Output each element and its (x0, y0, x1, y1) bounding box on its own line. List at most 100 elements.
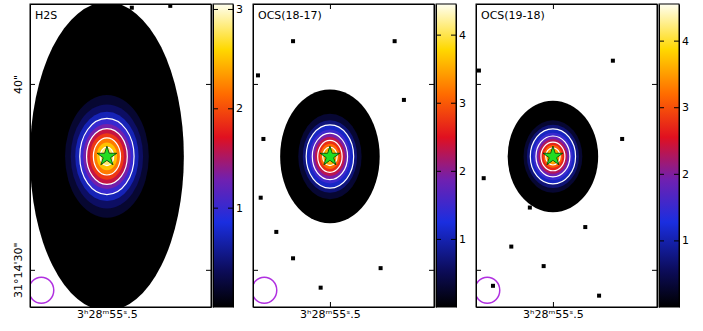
x-axis-top-tick-mark (107, 4, 108, 9)
colorbar-scale (213, 4, 233, 307)
title-background (256, 8, 324, 23)
x-axis-top-tick (553, 4, 554, 9)
noise-pixel (597, 294, 601, 298)
y-axis-tick-mark (30, 270, 35, 271)
panel-title-group: H2S (33, 8, 59, 23)
colorbar-axis-left-tick-mark (213, 208, 218, 209)
y-axis-right-line (211, 5, 212, 308)
noise-pixel (477, 69, 481, 73)
emission-level (280, 90, 380, 224)
y-axis-tick-mark (30, 84, 35, 85)
colorbar-axis-left-tick (436, 171, 441, 172)
colorbar-axis-tick-mark (228, 9, 233, 10)
colorbar-axis-line (679, 5, 680, 308)
emission-level (318, 140, 342, 172)
y-axis-right-tick (429, 270, 434, 271)
map-background (253, 4, 434, 307)
contour (306, 125, 354, 188)
beam (476, 277, 500, 303)
colorbar-axis-left-tick-mark (659, 107, 664, 108)
y-axis-tick (253, 270, 258, 271)
noise-pixel (348, 210, 352, 214)
y-axis-right-tick-mark (652, 84, 657, 85)
x-axis-top-line (254, 4, 435, 5)
colorbar-axis-left (213, 5, 218, 308)
contour (80, 118, 134, 194)
panel-title: OCS(19-18) (481, 9, 545, 22)
noise-pixel (256, 73, 260, 77)
colorbar-axis-tick-mark (451, 35, 456, 36)
y-axis-tick: 31°14'30" (12, 243, 35, 299)
colorbar-axis-tick-label: 2 (236, 102, 243, 115)
emission-level (530, 129, 575, 184)
x-axis-tick: 3ʰ28ᵐ55ˢ.5 (300, 302, 361, 321)
colorbar-axis-tick-mark (451, 171, 456, 172)
beam (253, 277, 277, 303)
colorbar-axis-tick: 1 (228, 202, 243, 215)
emission-level (75, 112, 138, 201)
contour (541, 142, 565, 171)
figure: 3ʰ28ᵐ55ˢ.531°14'30"40"H2S1233ʰ28ᵐ55ˢ.5OC… (0, 0, 703, 331)
noise-pixel (291, 256, 295, 260)
colorbar-axis-tick-mark (451, 239, 456, 240)
colorbar-axis: 1234 (451, 5, 466, 308)
y-axis-tick-label: 31°14'30" (12, 243, 25, 299)
colorbar-axis-tick-label: 1 (459, 233, 466, 246)
emission-level (538, 139, 567, 174)
noise-pixel (491, 284, 495, 288)
y-axis-tick (253, 84, 258, 85)
noise-pixel (259, 196, 263, 200)
emission-level (71, 104, 143, 208)
emission-level (533, 133, 572, 181)
colorbar-scale (436, 4, 456, 307)
x-axis-top-line (477, 4, 658, 5)
colorbar-axis-line (233, 5, 234, 308)
colorbar-axis-tick: 3 (674, 101, 689, 114)
colorbar-axis-tick-label: 3 (459, 97, 466, 110)
colorbar-axis-tick-label: 3 (682, 101, 689, 114)
colorbar-axis-tick-label: 1 (236, 202, 243, 215)
y-axis-tick-mark (476, 270, 481, 271)
colorbar-axis-tick: 1 (674, 234, 689, 247)
colorbar-axis-tick: 2 (674, 168, 689, 181)
colorbar-axis-left-tick-mark (436, 171, 441, 172)
y-axis-tick (476, 270, 481, 271)
colorbar-axis-tick-mark (674, 107, 679, 108)
y-axis-right (429, 5, 435, 308)
colorbar-axis-left-tick (436, 103, 441, 104)
colorbar-axis-tick-mark (674, 240, 679, 241)
emission-level (320, 144, 339, 169)
map-frame (253, 4, 434, 307)
x-axis-tick-mark (553, 302, 554, 307)
emission-level (83, 124, 131, 189)
colorbar-axis-left-line (659, 5, 660, 308)
colorbar-axis-tick-mark (228, 108, 233, 109)
colorbar-axis-tick-mark (674, 41, 679, 42)
colorbar-axis-tick-mark (674, 174, 679, 175)
y-axis-tick: 40" (12, 75, 35, 94)
contour (530, 129, 575, 184)
panel: 3ʰ28ᵐ55ˢ.5OCS(18-17)1234 (252, 4, 466, 321)
colorbar-axis-left-tick-mark (659, 240, 664, 241)
colorbar-axis-line (456, 5, 457, 308)
y-axis-tick-mark (476, 84, 481, 85)
x-axis-top-tick-mark (553, 4, 554, 9)
y-axis-right-tick (652, 270, 657, 271)
emission-level (306, 125, 354, 188)
y-axis: 31°14'30" 40" (12, 5, 35, 308)
x-axis: 3ʰ28ᵐ55ˢ.5 (31, 302, 212, 321)
emission-level (312, 133, 347, 179)
colorbar-axis-left-tick (659, 41, 664, 42)
y-axis-right-tick (206, 84, 211, 85)
source-star (320, 146, 340, 165)
y-axis-tick-mark (253, 84, 258, 85)
y-axis-tick-mark (253, 270, 258, 271)
colorbar-axis-tick: 4 (674, 35, 689, 48)
x-axis-top-line (31, 4, 212, 5)
beam (30, 277, 54, 303)
colorbar-axis-tick-mark (451, 103, 456, 104)
y-axis (476, 5, 481, 308)
colorbar-axis-left-tick (213, 208, 218, 209)
emission-level (527, 125, 579, 188)
colorbar-axis-left-tick (436, 35, 441, 36)
